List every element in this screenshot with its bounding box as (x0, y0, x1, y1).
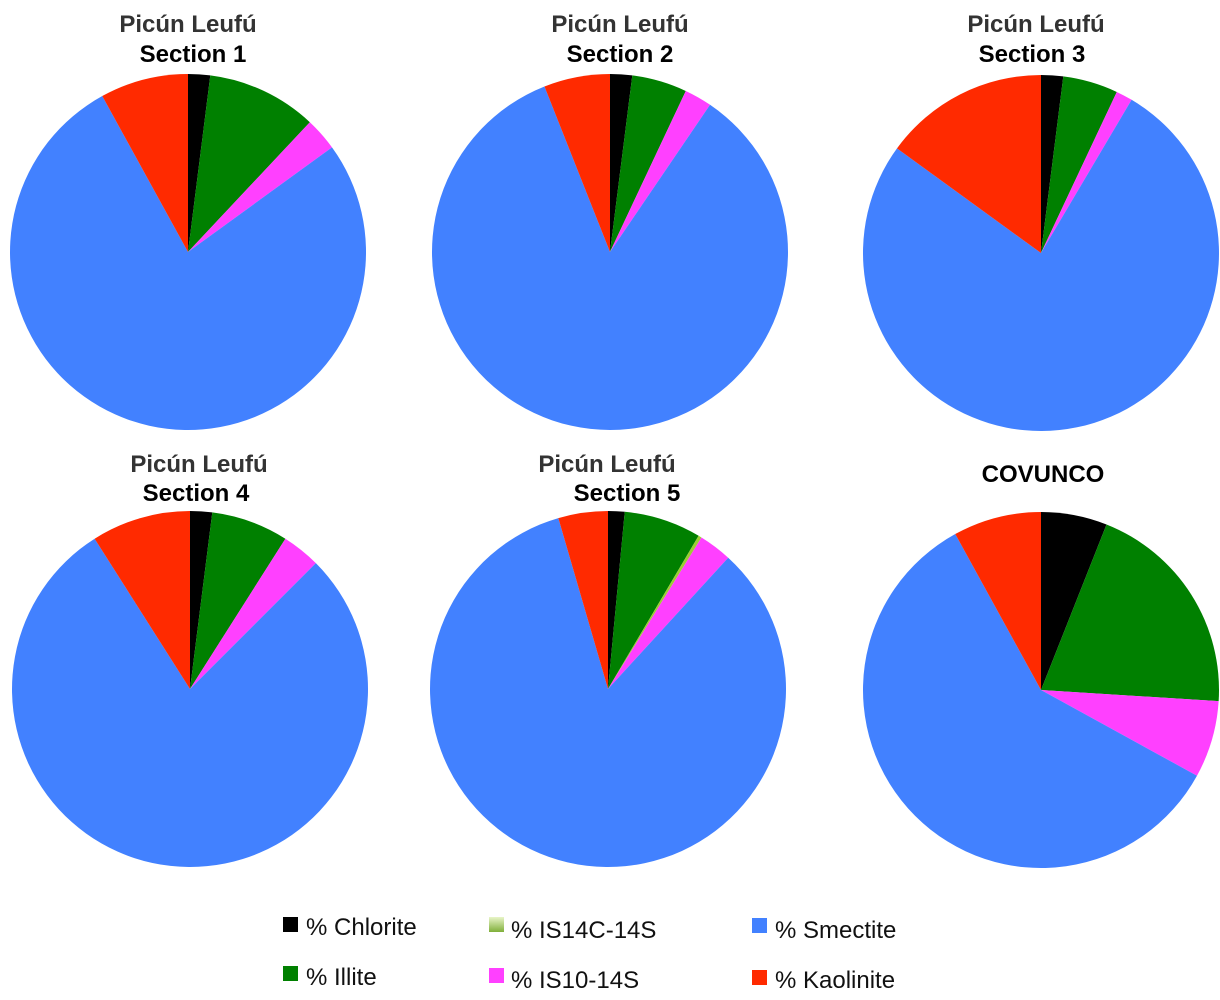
chart-1-slices (10, 74, 367, 430)
chart-6-slice-illite (1041, 524, 1220, 702)
chart-2-slice-is10-14s (610, 90, 711, 252)
legend-swatch-smectite (752, 918, 767, 933)
chart-5-slice-is14c-14s (608, 535, 702, 689)
chart-5-slices (430, 511, 787, 868)
legend-label-chlorite: % Chlorite (306, 914, 417, 941)
legend-label-is10-14s: % IS10-14S (511, 967, 639, 994)
legend-label-is14c-14s: % IS14C-14S (511, 917, 656, 944)
pie-chart-1: Picún Leufú Section 1 (10, 11, 367, 430)
legend-swatch-is10-14s (489, 968, 504, 983)
pie-chart-4: Picún Leufú Section 4 (12, 451, 369, 867)
legend-item-is14c-14s: % IS14C-14S (489, 917, 656, 944)
chart-6-slice-is10-14s (1041, 690, 1219, 776)
chart-3-slice-illite (1041, 76, 1117, 254)
chart-5-title-line2: Section 5 (574, 480, 681, 507)
pie-chart-5: Picún Leufú Section 5 (430, 451, 787, 868)
chart-2-slices (431, 74, 788, 430)
chart-2-slice-smectite (431, 86, 788, 430)
chart-1-title-line1: Picún Leufú (119, 11, 256, 38)
chart-4-title-line2: Section 4 (143, 480, 250, 507)
legend: % Chlorite % Illite % IS14C-14S % IS10-1… (283, 914, 896, 994)
chart-4-slices (12, 510, 369, 867)
chart-3-slice-kaolinite (896, 75, 1041, 253)
chart-2-slice-chlorite (610, 74, 633, 252)
pie-chart-3: Picún Leufú Section 3 (862, 11, 1219, 431)
legend-item-is10-14s: % IS10-14S (489, 967, 639, 994)
legend-item-chlorite: % Chlorite (283, 914, 417, 941)
chart-3-slice-chlorite (1041, 74, 1064, 253)
legend-item-illite: % Illite (283, 964, 377, 991)
chart-4-slice-kaolinite (94, 510, 190, 689)
chart-1-title-line2: Section 1 (140, 41, 247, 68)
chart-6-slice-kaolinite (955, 512, 1041, 690)
legend-swatch-is14c-14s (489, 917, 504, 932)
chart-1-slice-chlorite (188, 74, 211, 252)
legend-label-kaolinite: % Kaolinite (775, 967, 895, 994)
pie-chart-6: COVUNCO (862, 461, 1220, 869)
pie-chart-2: Picún Leufú Section 2 (431, 11, 788, 430)
chart-6-title-line2: COVUNCO (982, 461, 1105, 488)
chart-3-slice-is10-14s (1041, 91, 1132, 253)
chart-1-slice-illite (188, 75, 310, 253)
chart-2-slice-kaolinite (544, 74, 610, 252)
legend-label-illite: % Illite (306, 964, 377, 991)
chart-2-title-line2: Section 2 (567, 41, 674, 68)
chart-5-slice-is10-14s (608, 537, 729, 689)
chart-5-slice-illite (608, 511, 699, 689)
legend-swatch-kaolinite (752, 970, 767, 985)
chart-6-slices (862, 512, 1220, 869)
chart-3-slice-smectite (862, 99, 1219, 431)
chart-1-slice-kaolinite (102, 74, 188, 252)
chart-3-slices (862, 74, 1219, 431)
chart-4-title-line1: Picún Leufú (130, 451, 267, 478)
chart-4-slice-is10-14s (190, 538, 316, 689)
chart-5-title-line1: Picún Leufú (538, 451, 675, 478)
legend-label-smectite: % Smectite (775, 917, 896, 944)
legend-swatch-illite (283, 966, 298, 981)
legend-swatch-chlorite (283, 917, 298, 932)
chart-3-title-line2: Section 3 (979, 41, 1086, 68)
legend-item-smectite: % Smectite (752, 917, 896, 944)
chart-2-title-line1: Picún Leufú (551, 11, 688, 38)
chart-5-slice-kaolinite (558, 511, 608, 689)
chart-2-slice-illite (610, 75, 686, 253)
chart-4-slice-smectite (12, 538, 369, 867)
chart-5-slice-chlorite (608, 511, 625, 689)
chart-1-slice-is10-14s (188, 122, 333, 253)
chart-6-slice-smectite (862, 534, 1197, 869)
chart-5-slice-smectite (430, 518, 787, 868)
chart-4-slice-chlorite (190, 511, 213, 689)
chart-6-slice-chlorite (1041, 512, 1107, 690)
chart-4-slice-illite (190, 512, 286, 689)
chart-3-title-line1: Picún Leufú (967, 11, 1104, 38)
chart-1-slice-smectite (10, 96, 367, 430)
legend-item-kaolinite: % Kaolinite (752, 967, 895, 994)
